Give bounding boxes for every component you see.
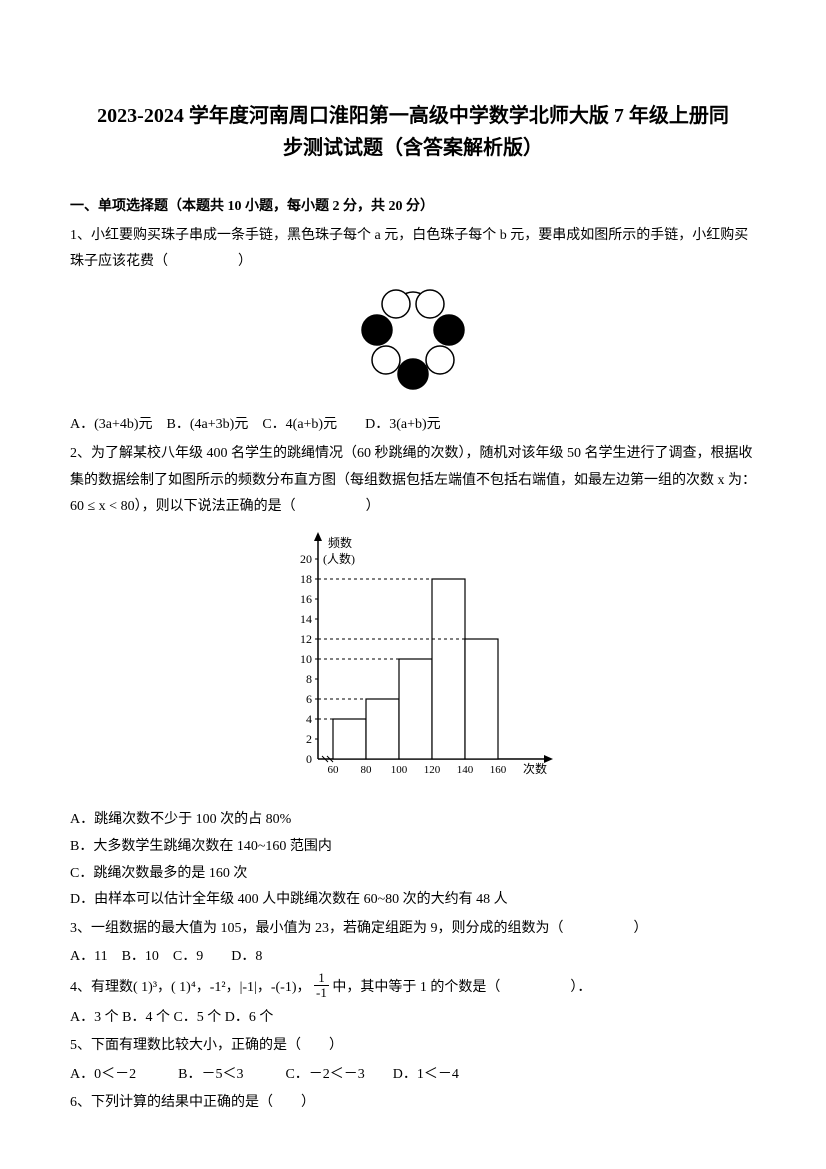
q4-pre: 4、有理数( 1)³，( 1)⁴，-1²，|-1|，-(-1)，: [70, 980, 311, 995]
question-1: 1、小红要购买珠子串成一条手链，黑色珠子每个 a 元，白色珠子每个 b 元，要串…: [70, 223, 756, 276]
svg-text:60: 60: [328, 764, 340, 776]
svg-text:12: 12: [300, 632, 312, 646]
q2-text2: 60 ≤ x < 80），则以下说法正确的是（ ）: [70, 494, 756, 521]
q1-options: A．(3a+4b)元 B．(4a+3b)元 C．4(a+b)元 D．3(a+b)…: [70, 412, 756, 439]
title-line2: 步测试试题（含答案解析版）: [70, 132, 756, 164]
section-header: 一、单项选择题（本题共 10 小题，每小题 2 分，共 20 分）: [70, 194, 756, 221]
q4-options: A．3 个 B．4 个 C．5 个 D．6 个: [70, 1005, 756, 1032]
svg-text:18: 18: [300, 572, 312, 586]
svg-text:16: 16: [300, 592, 312, 606]
svg-text:10: 10: [300, 652, 312, 666]
question-3: 3、一组数据的最大值为 105，最小值为 23，若确定组距为 9，则分成的组数为…: [70, 916, 756, 943]
q2-optA: A．跳绳次数不少于 100 次的占 80%: [70, 807, 756, 834]
svg-text:20: 20: [300, 552, 312, 566]
q4-post: 中，其中等于 1 的个数是（ ）．: [332, 980, 591, 995]
q2-text1: 2、为了解某校八年级 400 名学生的跳绳情况（60 秒跳绳的次数），随机对该年…: [70, 446, 756, 488]
question-4: 4、有理数( 1)³，( 1)⁴，-1²，|-1|，-(-1)， 1 -1 中，…: [70, 973, 756, 1003]
question-6: 6、下列计算的结果中正确的是（ ）: [70, 1090, 756, 1117]
q2-figure: 频数(人数) 0 2 4 6 8 10 12 14 16 18 20 60 80 100 120 140 160 次…: [70, 529, 756, 800]
svg-text:100: 100: [391, 764, 408, 776]
svg-text:120: 120: [424, 764, 441, 776]
q2-optC: C．跳绳次数最多的是 160 次: [70, 861, 756, 888]
svg-text:14: 14: [300, 612, 312, 626]
svg-text:0: 0: [306, 752, 312, 766]
q3-options: A．11 B．10 C．9 D．8: [70, 944, 756, 971]
svg-text:频数: 频数: [328, 535, 352, 550]
svg-text:140: 140: [457, 764, 474, 776]
svg-text:2: 2: [306, 732, 312, 746]
frac-num: 1: [314, 971, 329, 986]
svg-text:160: 160: [490, 764, 507, 776]
q2-optB: B．大多数学生跳绳次数在 140~160 范围内: [70, 834, 756, 861]
histogram-chart: 频数(人数) 0 2 4 6 8 10 12 14 16 18 20 60 80 100 120 140 160 次…: [263, 529, 563, 789]
title-line1: 2023-2024 学年度河南周口淮阳第一高级中学数学北师大版 7 年级上册同: [70, 100, 756, 132]
q1-figure: [70, 284, 756, 405]
beads-diagram: [348, 284, 478, 394]
frac-den: -1: [314, 986, 329, 1000]
q2-optD: D．由样本可以估计全年级 400 人中跳绳次数在 60~80 次的大约有 48 …: [70, 887, 756, 914]
question-5: 5、下面有理数比较大小，正确的是（ ）: [70, 1033, 756, 1060]
svg-text:次数: 次数: [523, 761, 547, 776]
q1-text: 1、小红要购买珠子串成一条手链，黑色珠子每个 a 元，白色珠子每个 b 元，要串…: [70, 228, 748, 270]
q5-options: A．0＜－2 B．－5＜3 C．－2＜－3 D．1＜－4: [70, 1062, 756, 1089]
question-2: 2、为了解某校八年级 400 名学生的跳绳情况（60 秒跳绳的次数），随机对该年…: [70, 441, 756, 494]
svg-text:80: 80: [361, 764, 373, 776]
svg-text:4: 4: [306, 712, 312, 726]
svg-text:8: 8: [306, 672, 312, 686]
q4-fraction: 1 -1: [314, 971, 329, 1001]
svg-text:(人数): (人数): [323, 551, 355, 566]
svg-text:6: 6: [306, 692, 312, 706]
